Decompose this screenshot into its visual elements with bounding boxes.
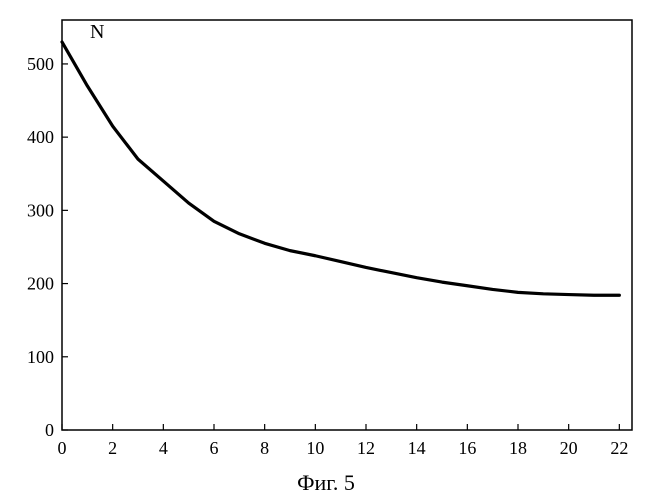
y-axis-label: N — [90, 21, 104, 43]
chart-container: 0 100 200 300 400 500 0 2 4 6 8 10 12 14 16 18 20 22 N Фиг.… — [0, 0, 652, 500]
x-tick-label: 22 — [610, 438, 628, 458]
y-tick-label: 100 — [27, 347, 54, 367]
y-tick-label: 300 — [27, 200, 54, 220]
x-tick-label: 16 — [458, 438, 476, 458]
figure-caption: Фиг. 5 — [297, 470, 355, 495]
y-tick-label: 0 — [45, 420, 54, 440]
x-tick-label: 14 — [408, 438, 426, 458]
y-tick-label: 500 — [27, 54, 54, 74]
y-tick-label: 400 — [27, 127, 54, 147]
x-tick-label: 20 — [560, 438, 578, 458]
x-tick-label: 18 — [509, 438, 527, 458]
x-tick-label: 12 — [357, 438, 375, 458]
x-tick-label: 10 — [306, 438, 324, 458]
line-chart: 0 100 200 300 400 500 0 2 4 6 8 10 12 14 16 18 20 22 N Фиг.… — [0, 0, 652, 500]
y-tick-label: 200 — [27, 274, 54, 294]
x-tick-label: 8 — [260, 438, 269, 458]
x-tick-label: 0 — [58, 438, 67, 458]
x-tick-label: 2 — [108, 438, 117, 458]
x-tick-label: 6 — [210, 438, 219, 458]
x-tick-label: 4 — [159, 438, 168, 458]
